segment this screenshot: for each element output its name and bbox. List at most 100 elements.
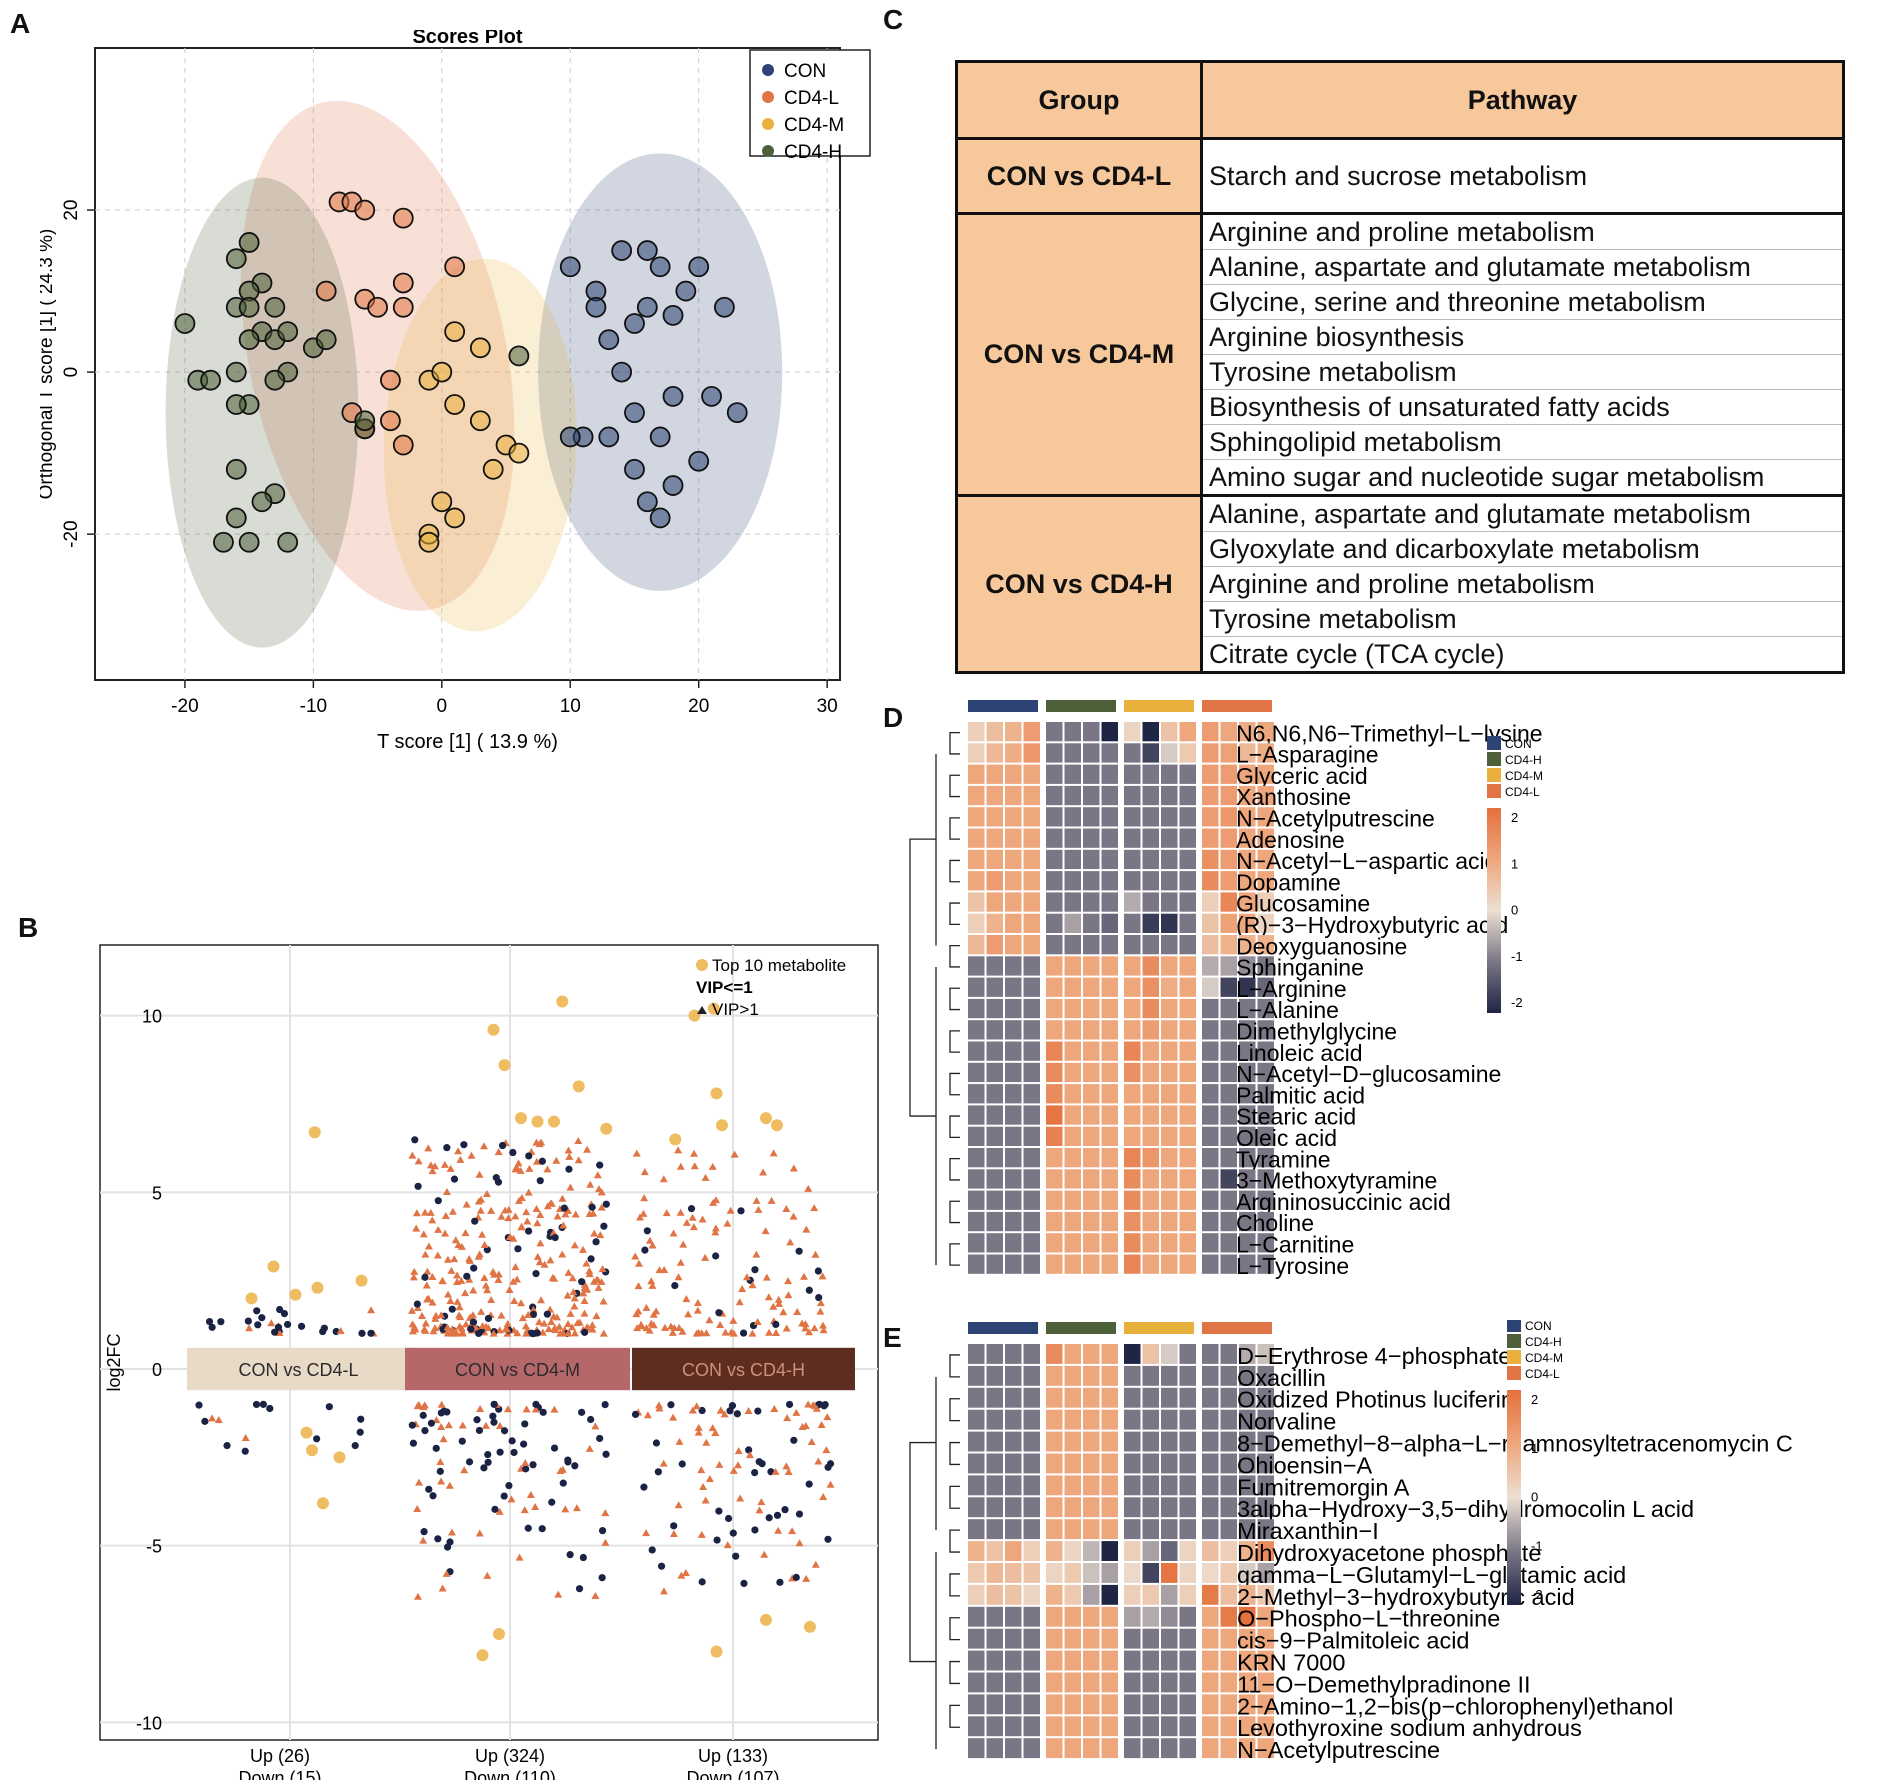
heatmap-cell [986,1254,1003,1274]
vip-gt1-point [512,1275,521,1283]
top10-metabolite-point [548,1115,560,1128]
score-point-cd4-h [238,329,260,351]
heatmap-cell [968,828,985,848]
heatmap-cell [1064,1694,1081,1715]
score-point-con [649,426,671,448]
vip-gt1-point [453,1271,462,1279]
vip-le1-point [824,1463,832,1471]
legend-marker [762,145,774,157]
heatmap-cell [1257,1254,1274,1274]
vip-gt1-point [784,1467,793,1475]
vip-gt1-point [497,1311,506,1319]
vip-gt1-point [455,1322,464,1330]
heatmap-cell [1005,1190,1022,1210]
heatmap-cell [1101,1233,1118,1253]
vip-gt1-point [735,1298,744,1306]
vip-le1-point [274,1323,283,1331]
heatmap-cell [1101,1475,1118,1496]
pathway-cell: Tyrosine metabolism [1200,601,1845,637]
heatmap-cell [1257,1519,1274,1540]
vip-gt1-point [437,1400,446,1408]
heatmap-cell [1005,1409,1022,1430]
heatmap-cell [1101,1716,1118,1737]
heatmap-cell [1023,1148,1040,1168]
heatmap-cell [1083,1233,1100,1253]
heatmap-cell [1220,871,1237,891]
vip-gt1-point [669,1229,678,1237]
vip-gt1-point [676,1208,685,1216]
heatmap-cell [1124,935,1141,955]
vip-le1-point [579,1553,587,1562]
heatmap-row-label: L−Arginine [1236,976,1347,1002]
heatmap-cell [1064,913,1081,933]
heatmap-cell [986,892,1003,912]
vip-le1-point [533,1329,541,1337]
vip-gt1-point [540,1260,549,1268]
heatmap-cell [1202,998,1219,1019]
heatmap-cell [1202,1650,1219,1671]
heatmap-row-label: N−Acetyl−L−aspartic acid [1236,848,1497,874]
heatmap-cell [1023,977,1040,997]
vip-gt1-point [789,1164,798,1172]
vip-le1-point [751,1266,759,1274]
legend-label: CD4-H [1525,1335,1562,1349]
heatmap-cell [1124,1084,1141,1104]
legend-swatch [1487,752,1501,766]
vip-gt1-point [591,1592,600,1600]
heatmap-cell [1101,1190,1118,1210]
vip-gt1-point [648,1241,657,1249]
heatmap-cell [1220,1694,1237,1715]
heatmap-cell [1220,1541,1237,1561]
vip-gt1-point [782,1205,791,1213]
heatmap-cell [986,913,1003,933]
heatmap-cell [1064,1497,1081,1518]
heatmap-cell [1220,1584,1237,1605]
heatmap-cell [1064,1475,1081,1496]
vip-gt1-point [705,1316,714,1324]
heatmap-cell [1257,1541,1274,1561]
heatmap-row-label: Tyramine [1236,1146,1331,1172]
score-point-cd4-h [315,329,337,351]
heatmap-cell [1142,785,1159,806]
score-point-con [701,386,722,407]
heatmap-cell [1101,785,1118,806]
heatmap-cell [986,1409,1003,1430]
heatmap-cell [1220,1628,1237,1649]
heatmap-cell [1023,785,1040,806]
heatmap-cell [1064,956,1081,976]
group-band-label: CON vs CD4-L [238,1360,358,1380]
vip-gt1-point [536,1210,545,1218]
vip-le1-point [532,1269,540,1278]
vip-gt1-point [639,1209,648,1217]
heatmap-cell [986,1628,1003,1649]
vip-gt1-point [481,1281,490,1289]
heatmap-cell [1023,1519,1040,1540]
heatmap-cell [1179,977,1196,997]
heatmap-cell [1142,998,1159,1019]
vip-gt1-point [701,1253,710,1261]
vip-gt1-point [810,1204,819,1212]
vip-le1-point [751,1469,759,1477]
heatmap-cell [1101,1105,1118,1125]
heatmap-cell [1023,1211,1040,1232]
heatmap-cell [968,1126,985,1146]
heatmap-cell [1220,743,1237,763]
vip-gt1-point [690,1149,699,1157]
vip-gt1-point [546,1256,555,1264]
heatmap-cell [1142,1254,1159,1274]
heatmap-cell [1179,743,1196,763]
vip-gt1-point [579,1289,588,1297]
heatmap-cell [968,1628,985,1649]
heatmap-cell [1046,1020,1063,1040]
heatmap-cell [1023,743,1040,763]
heatmap-cell [1101,1431,1118,1452]
pathway-cell: Arginine biosynthesis [1200,319,1845,355]
vip-le1-point [815,1400,823,1408]
pathway-cell: Amino sugar and nucleotide sugar metabol… [1200,459,1845,497]
heatmap-cell [1142,1387,1159,1408]
vip-gt1-point [444,1421,453,1429]
vip-gt1-point [786,1238,795,1246]
vip-gt1-point [802,1225,811,1233]
vip-le1-point [460,1141,468,1149]
heatmap-cell [1202,1738,1219,1759]
